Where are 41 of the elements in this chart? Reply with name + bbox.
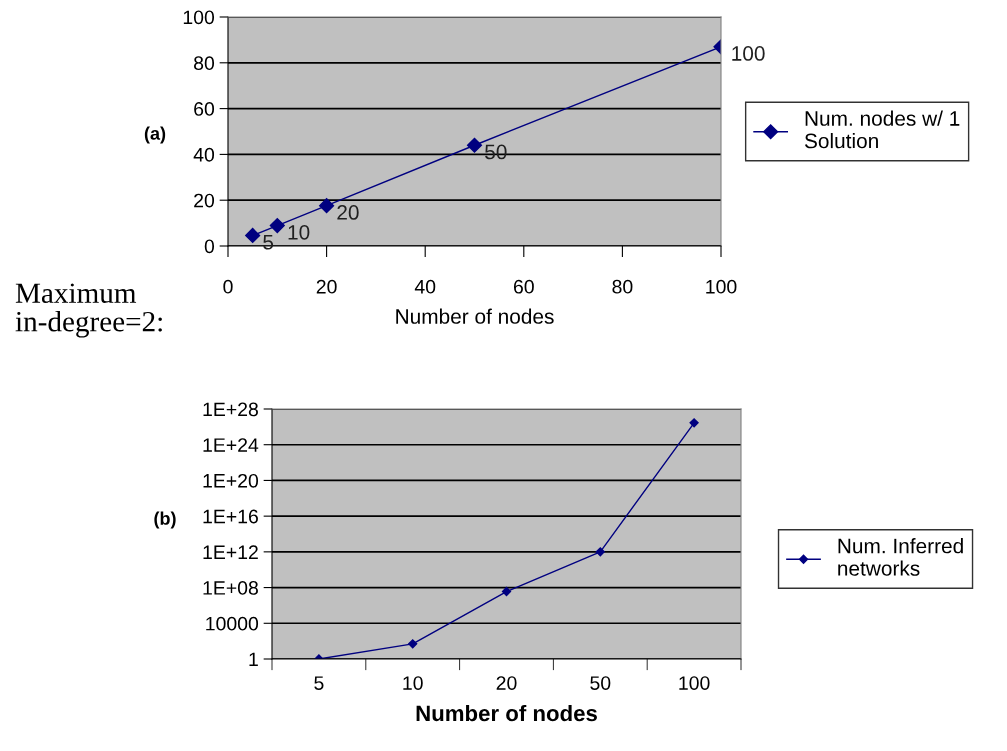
x-tick-label: 100	[706, 279, 737, 294]
y-tick-label: 1E+24	[203, 438, 259, 452]
point	[466, 137, 483, 153]
y-tick-label: 100	[183, 10, 215, 25]
annotation: 10	[288, 224, 310, 240]
x-tick-label: 60	[513, 279, 534, 294]
point	[689, 418, 699, 428]
x-tick-label: 5	[314, 676, 324, 690]
point	[269, 218, 285, 234]
x-tick-label: 40	[414, 279, 436, 294]
y-tick-label: 1E+12	[203, 545, 258, 559]
y-tick-label: 1E+28	[203, 402, 258, 417]
point	[595, 547, 605, 557]
legend-label: Num. nodes w/ 1 Solution	[804, 110, 960, 149]
y-tick-label: 80	[194, 56, 215, 71]
point	[408, 639, 418, 649]
annotation: 20	[337, 205, 359, 220]
y-tick-label: 1	[249, 652, 258, 667]
y-tick-label: 10000	[206, 616, 259, 631]
y-tick-label: 60	[194, 102, 215, 116]
text: (b)	[154, 511, 176, 529]
y-tick-label: 20	[194, 193, 215, 208]
annotation: 100	[732, 46, 765, 61]
x-tick-label: 100	[679, 676, 710, 690]
x-axis-title: Number of nodes	[416, 704, 597, 722]
x-tick-label: 20	[496, 676, 517, 690]
y-tick-label: 1E+08	[203, 581, 258, 595]
y-tick-label: 1E+20	[203, 473, 259, 488]
y-tick-label: 0	[204, 239, 215, 254]
legend-label: Num. Inferred networks	[838, 538, 963, 576]
y-tick-label: 1E+16	[203, 509, 258, 524]
text: (a)	[144, 126, 166, 144]
point	[319, 198, 335, 214]
x-tick-label: 80	[612, 279, 633, 294]
x-tick-label: 10	[403, 676, 423, 690]
x-tick-label: 50	[590, 676, 611, 690]
text: Maximum in-degree=2:	[15, 283, 162, 338]
x-axis-title: Number of nodes	[396, 308, 554, 324]
x-tick-label: 20	[316, 279, 337, 294]
point	[245, 227, 261, 244]
y-tick-label: 40	[193, 147, 215, 162]
